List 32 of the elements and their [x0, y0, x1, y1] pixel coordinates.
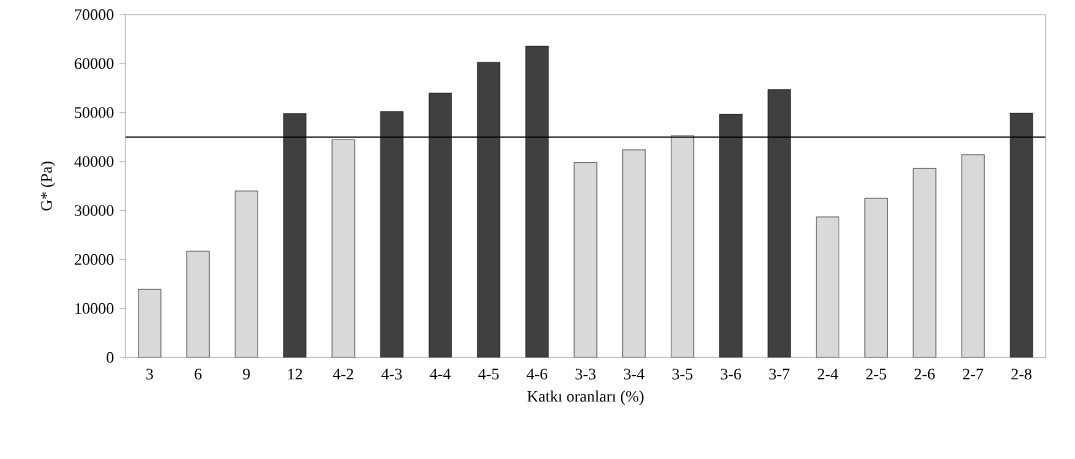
y-tick-label: 40000	[74, 156, 114, 168]
x-tick-label: 2-8	[1011, 368, 1032, 380]
x-axis-title: Katkı oranları (%)	[527, 390, 644, 406]
y-tick-label: 60000	[74, 58, 114, 70]
bar	[186, 251, 210, 358]
y-tick-label: 50000	[74, 107, 114, 119]
x-tick-label: 4-2	[332, 368, 354, 380]
x-tick-label: 2-7	[963, 368, 984, 380]
x-tick-label: 3-3	[575, 368, 596, 380]
x-tick-label: 3-6	[720, 368, 742, 380]
bar	[234, 190, 259, 358]
x-tick-label: 2-6	[914, 368, 935, 380]
x-tick-label: 2-5	[866, 368, 887, 380]
x-tick-label: 6	[194, 368, 202, 380]
x-tick-label: 3-5	[672, 368, 693, 380]
y-tick-label: 10000	[75, 303, 114, 314]
y-tick-label: 0	[106, 352, 114, 363]
x-tick-label: 4-5	[478, 368, 499, 380]
x-tick-label: 4-3	[381, 368, 402, 380]
y-tick-label: 70000	[75, 9, 114, 21]
x-tick-label: 12	[288, 368, 303, 380]
y-axis-title: G* (Pa)	[40, 161, 56, 211]
x-tick-label: 4-6	[526, 368, 548, 380]
bar	[961, 154, 985, 358]
x-tick-label: 3-4	[624, 368, 645, 380]
y-tick-label: 30000	[74, 205, 114, 217]
y-tick-label: 20000	[74, 254, 114, 265]
x-tick-label: 2-4	[817, 368, 839, 380]
x-tick-label: 9	[242, 368, 250, 380]
x-tick-label: 4-4	[429, 368, 451, 380]
x-tick-label: 3-7	[769, 368, 790, 380]
x-tick-label: 3	[146, 368, 153, 380]
